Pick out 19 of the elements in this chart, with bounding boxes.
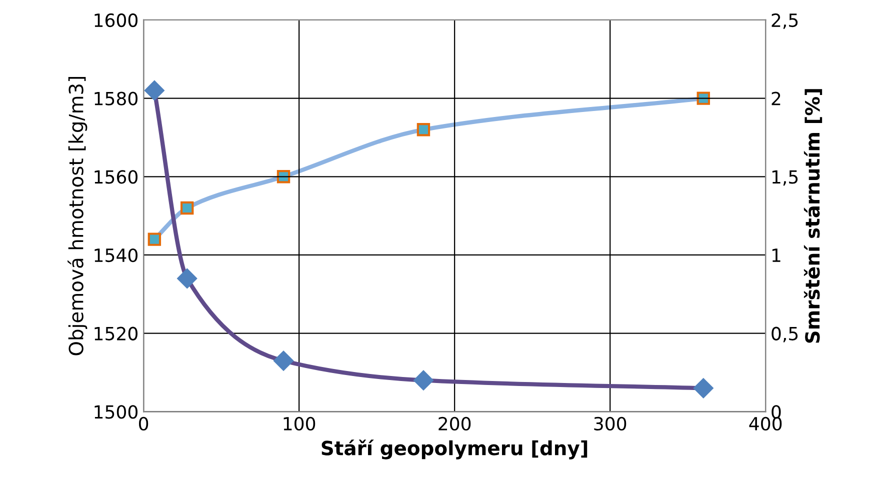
x-axis-title: Stáří geopolymeru [dny] [322,440,588,460]
y-tick-label: 1600 [94,13,138,28]
x-tick-label: 200 [438,416,471,431]
y-tick-label: 1520 [94,326,138,340]
y-tick-label: 1500 [94,405,138,419]
y-tick-label: 1580 [94,92,138,106]
y-axis-title: Objemová hmotnost [kg/m3] [68,76,88,356]
x-tick-label: 300 [594,416,626,431]
y-tick-label: 1560 [94,170,138,184]
x-tick-label: 400 [749,416,782,431]
y2-tick-label: 1,5 [772,170,798,186]
x-tick-label: 0 [138,416,148,431]
y2-tick-label: 2,5 [772,13,798,29]
y-tick-label: 1540 [94,248,138,262]
y2-axis-title: Smrštění stárnutím [%] [804,89,822,343]
x-tick-label: 100 [284,416,316,431]
y2-tick-label: 0,5 [772,326,798,342]
y2-tick-label: 1 [772,248,780,262]
y2-tick-label: 2 [772,92,780,106]
